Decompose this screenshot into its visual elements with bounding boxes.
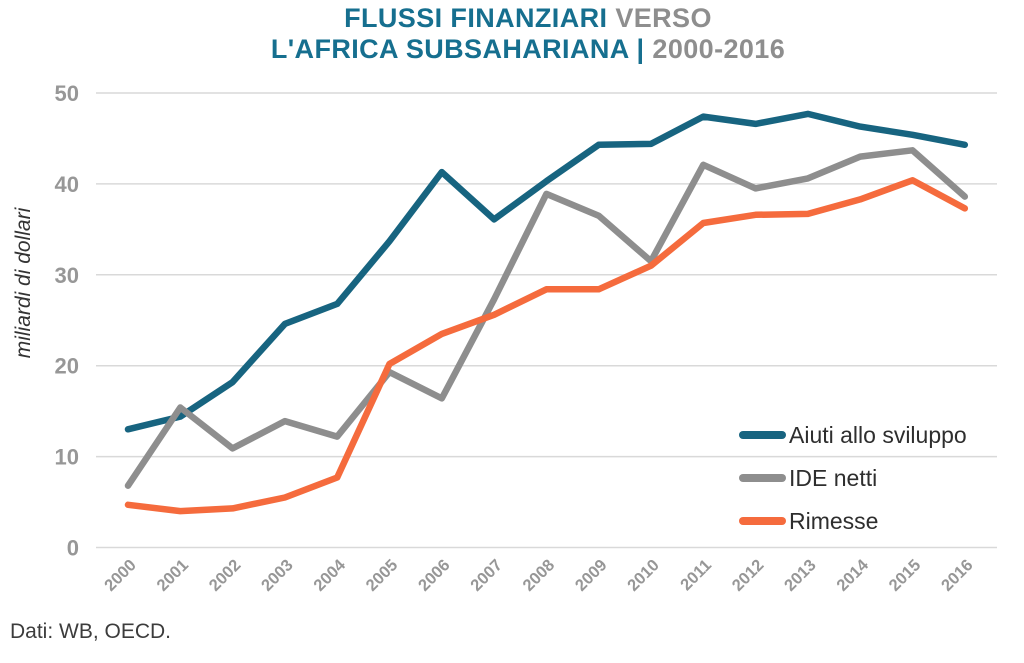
x-tick-label: 2016 — [938, 556, 977, 595]
series-line-aiuti-allo-sviluppo — [124, 110, 969, 433]
x-tick-label: 2014 — [833, 556, 872, 595]
x-tick-label: 2006 — [415, 556, 454, 595]
x-tick-label: 2009 — [572, 556, 611, 595]
series-line-ide-netti — [124, 147, 969, 489]
y-tick-label: 10 — [55, 445, 79, 470]
title-subtitle-years: 2000-2016 — [652, 34, 786, 64]
legend: Aiuti allo sviluppo IDE netti Rimesse — [739, 420, 967, 536]
title-primary-text: FLUSSI FINANZIARI — [344, 3, 608, 33]
x-tick-label: 2005 — [363, 556, 402, 595]
x-tick-label: 2000 — [101, 556, 140, 595]
x-tick-label: 2003 — [258, 556, 297, 595]
x-tick-label: 2008 — [520, 556, 559, 595]
chart-title: FLUSSI FINANZIARI VERSO L'AFRICA SUBSAHA… — [16, 3, 1024, 65]
series-lines — [124, 110, 969, 515]
y-tick-label: 20 — [55, 354, 79, 379]
y-axis-ticks: 0 10 20 30 40 50 — [55, 81, 79, 561]
x-tick-label: 2002 — [206, 556, 245, 595]
legend-label-rimesse: Rimesse — [789, 508, 879, 534]
chart-title-line-2: L'AFRICA SUBSAHARIANA | 2000-2016 — [16, 34, 1024, 65]
title-primary-text-2: L'AFRICA SUBSAHARIANA | — [270, 34, 645, 64]
title-secondary-text: VERSO — [615, 3, 712, 33]
y-tick-label: 30 — [55, 263, 79, 288]
legend-swatch-aiuti-allo-sviluppo — [739, 431, 786, 439]
x-tick-label: 2013 — [781, 556, 820, 595]
legend-label-aiuti-allo-sviluppo: Aiuti allo sviluppo — [789, 422, 967, 448]
legend-item-aiuti-allo-sviluppo: Aiuti allo sviluppo — [739, 420, 967, 450]
x-tick-label: 2012 — [729, 556, 768, 595]
legend-swatch-ide-netti — [739, 474, 786, 482]
x-tick-label: 2015 — [886, 556, 925, 595]
source-note: Dati: WB, OECD. — [10, 620, 172, 643]
x-tick-label: 2001 — [153, 556, 192, 595]
y-axis-title: miliardi di dollari — [12, 206, 35, 358]
legend-item-rimesse: Rimesse — [739, 506, 967, 536]
x-tick-label: 2010 — [624, 556, 663, 595]
y-tick-label: 0 — [67, 536, 79, 561]
x-tick-label: 2004 — [310, 556, 349, 595]
x-axis-ticks: 2000 2001 2002 2003 2004 2005 2006 2007 2008 2009… — [101, 556, 976, 595]
x-tick-label: 2011 — [677, 556, 715, 594]
y-tick-label: 40 — [55, 172, 79, 197]
y-tick-label: 50 — [55, 81, 79, 106]
legend-swatch-rimesse — [739, 517, 786, 525]
legend-item-ide-netti: IDE netti — [739, 463, 967, 493]
x-tick-label: 2007 — [467, 556, 506, 595]
chart-title-line-1: FLUSSI FINANZIARI VERSO — [16, 3, 1024, 34]
legend-label-ide-netti: IDE netti — [789, 465, 878, 491]
series-line-rimesse — [124, 177, 969, 515]
